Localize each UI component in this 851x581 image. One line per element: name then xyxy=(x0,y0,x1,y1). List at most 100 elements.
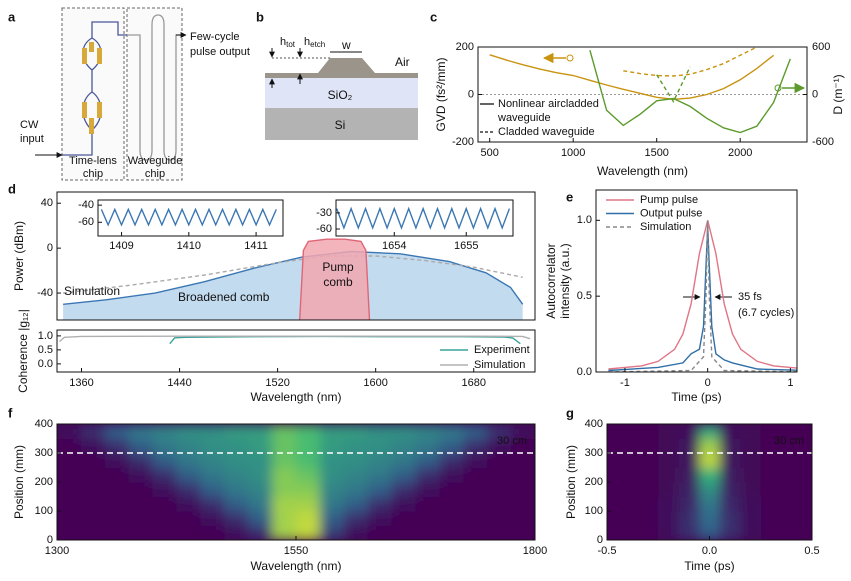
x-tick-label: 1655 xyxy=(454,240,478,252)
heatmap-cell xyxy=(463,424,488,439)
legend-label: Cladded waveguide xyxy=(498,126,595,138)
heatmap-cell xyxy=(439,482,464,497)
label: Waveguide xyxy=(128,155,183,167)
x-tick-label: 1520 xyxy=(265,377,289,389)
heatmap-cell xyxy=(128,511,154,526)
heatmap-cell xyxy=(224,525,249,540)
annotation: Simulation xyxy=(64,284,120,298)
plot-area xyxy=(478,47,807,134)
heatmap-cell xyxy=(272,438,297,454)
heatmap-cell xyxy=(57,453,82,468)
heatmap-cell xyxy=(176,496,201,512)
series-line xyxy=(608,220,797,370)
chip-box xyxy=(126,7,183,181)
series-line xyxy=(608,220,797,372)
heatmap-cell xyxy=(224,453,249,468)
heatmap-cell xyxy=(296,525,321,540)
heatmap-cell xyxy=(678,496,700,512)
label: Si xyxy=(335,118,346,132)
heatmap-cell xyxy=(781,525,803,540)
heatmap-cell xyxy=(296,511,321,526)
heatmap-cell xyxy=(740,467,762,483)
heatmap-cell xyxy=(200,511,225,526)
sio2-layer xyxy=(265,78,418,108)
heatmap-cell xyxy=(617,511,639,526)
label: CW xyxy=(20,119,39,131)
label: hetch xyxy=(304,36,325,49)
heatmap-cell xyxy=(607,511,618,526)
y-tick-label: 0.0 xyxy=(38,358,53,370)
heatmap-cell xyxy=(104,511,130,526)
heatmap-cell xyxy=(699,467,721,483)
heatmap-cell xyxy=(176,482,201,497)
heatmap-cell xyxy=(224,496,249,512)
heatmap-cell xyxy=(319,424,345,439)
heatmap-cell xyxy=(57,424,82,439)
heatmap-cell xyxy=(104,482,130,497)
heatmap-cell xyxy=(367,525,393,540)
label: Few-cycle xyxy=(190,31,240,43)
x-tick-label: -1 xyxy=(620,377,630,389)
panel-label: d xyxy=(8,181,16,196)
heatmap-cell xyxy=(248,496,273,512)
heatmap-cell xyxy=(617,482,639,497)
heatmap-cell xyxy=(607,424,618,439)
heatmap-cell xyxy=(272,467,297,483)
heatmap-cell xyxy=(80,496,106,512)
heatmap-cell xyxy=(699,482,721,497)
heatmap-cell xyxy=(487,525,512,540)
x-tick-label: 1440 xyxy=(167,377,191,389)
heatmap-cell xyxy=(391,525,416,540)
y-axis-label: Power (dBm) xyxy=(12,221,26,291)
heatmap-cell xyxy=(617,467,639,483)
heatmap-cell xyxy=(57,482,82,497)
heatmap-cell xyxy=(658,482,680,497)
y2-axis-label: D (m⁻¹) xyxy=(831,74,845,114)
heatmap-cell xyxy=(678,525,700,540)
y-tick-label: 300 xyxy=(585,447,603,459)
heatmap-cell xyxy=(319,482,345,497)
label: chip xyxy=(83,168,103,180)
y2-tick-label: -600 xyxy=(812,136,834,148)
x-tick-label: 1411 xyxy=(244,240,268,252)
heatmap-cell xyxy=(343,424,369,439)
y-tick-label: 0.5 xyxy=(577,290,592,302)
heatmap-cell xyxy=(637,424,659,439)
heatmap-cell xyxy=(511,482,535,497)
plot-area xyxy=(57,424,535,540)
heatmap-cell xyxy=(678,438,700,454)
heatmap-cell xyxy=(760,453,782,468)
heatmap-cell xyxy=(487,453,512,468)
heatmap-cell xyxy=(658,496,680,512)
annotation: comb xyxy=(323,275,353,289)
heatmap-cell xyxy=(463,453,488,468)
heatmap-cell xyxy=(343,467,369,483)
heatmap-cell xyxy=(176,438,201,454)
heatmap-cell xyxy=(658,453,680,468)
heatmap-cell xyxy=(343,438,369,454)
heatmap-cell xyxy=(296,482,321,497)
heatmap-cell xyxy=(607,496,618,512)
x-tick-label: 0.0 xyxy=(702,545,717,557)
y-axis-label: Position (mm) xyxy=(12,445,26,519)
heatmap-cell xyxy=(439,424,464,439)
plot-frame xyxy=(56,329,536,373)
annotation: 30 cm xyxy=(774,435,804,447)
x-axis-label: Time (ps) xyxy=(684,559,734,573)
x-tick-label: 1360 xyxy=(69,377,93,389)
heatmap-cell xyxy=(487,511,512,526)
series-line xyxy=(100,207,277,227)
label-sub: tot xyxy=(286,40,296,49)
heatmap-cell xyxy=(740,496,762,512)
label: SiO₂ xyxy=(328,88,353,102)
heatmap-cell xyxy=(781,482,803,497)
annotation: (6.7 cycles) xyxy=(738,307,794,319)
heatmap-cell xyxy=(801,467,812,483)
heatmap-cell xyxy=(511,438,535,454)
legend-label: Simulation xyxy=(474,359,525,371)
legend-label: Pump pulse xyxy=(640,194,698,206)
y-tick-label: 100 xyxy=(585,505,603,517)
heatmap-cell xyxy=(637,438,659,454)
x-tick-label: 2000 xyxy=(728,147,752,159)
heatmap-cell xyxy=(719,482,741,497)
